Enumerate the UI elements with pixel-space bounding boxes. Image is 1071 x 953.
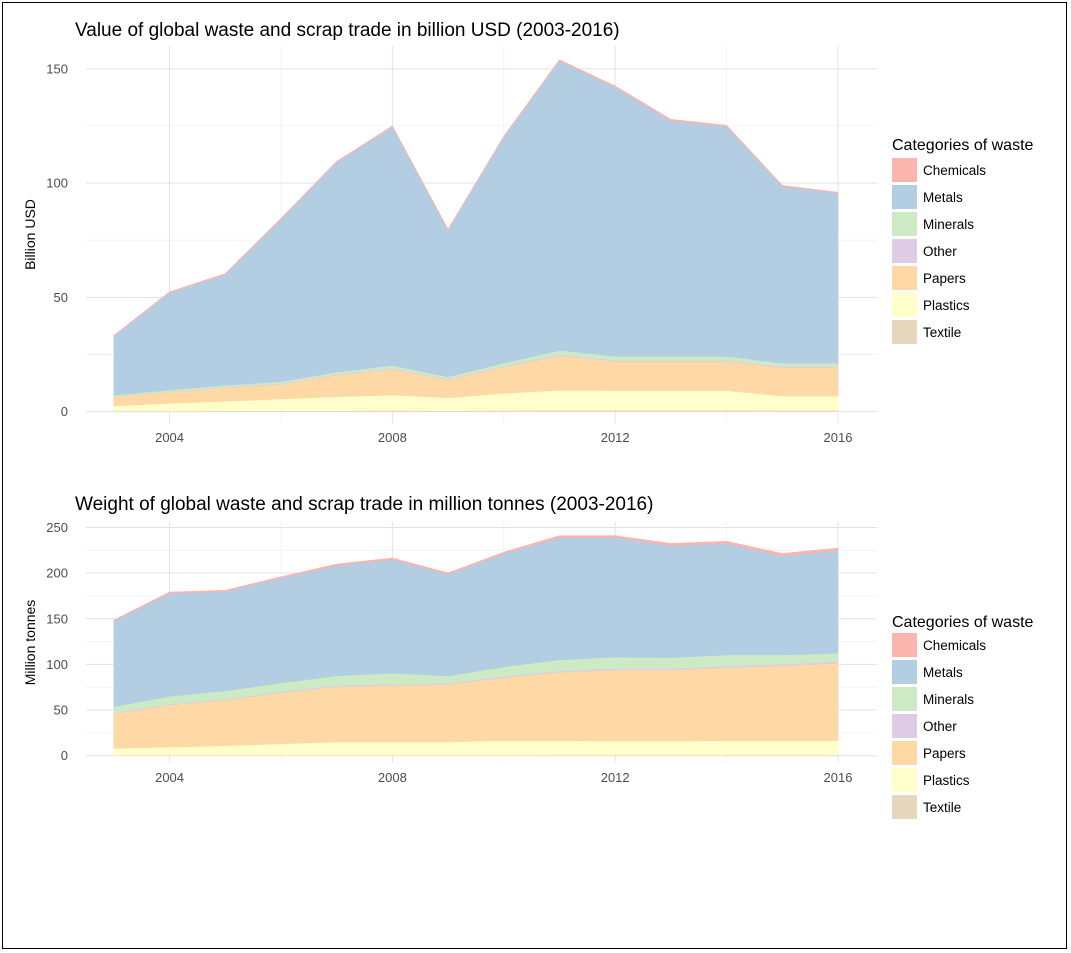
area-metals [113, 60, 839, 396]
legend-label-plastics: Plastics [923, 298, 970, 313]
legend-label-other: Other [923, 719, 957, 734]
chart-title: Value of global waste and scrap trade in… [75, 20, 620, 41]
legend-swatch-metals [892, 185, 917, 209]
y-tick-label: 0 [61, 404, 68, 419]
legend-label-metals: Metals [923, 665, 963, 680]
legend-label-papers: Papers [923, 271, 966, 286]
legend-label-chemicals: Chemicals [923, 638, 986, 653]
y-axis-label: Billion USD [22, 199, 38, 270]
legend-swatch-plastics [892, 293, 917, 317]
x-tick-label: 2016 [824, 770, 853, 785]
legend-title: Categories of waste [892, 614, 1034, 631]
legend: Categories of waste Chemicals Metals Minera… [892, 614, 1034, 819]
legend-swatch-minerals [892, 212, 917, 236]
y-tick-label: 100 [46, 657, 68, 672]
legend-label-metals: Metals [923, 190, 963, 205]
value-chart: Value of global waste and scrap trade in… [22, 20, 1034, 445]
y-tick-label: 100 [46, 176, 68, 191]
legend-label-other: Other [923, 244, 957, 259]
legend-swatch-other [892, 714, 917, 738]
x-tick-label: 2012 [601, 430, 630, 445]
y-tick-label: 200 [46, 566, 68, 581]
y-tick-label: 150 [46, 611, 68, 626]
legend-swatch-papers [892, 266, 917, 290]
legend-label-papers: Papers [923, 746, 966, 761]
x-tick-label: 2008 [378, 770, 407, 785]
y-axis-label: Million tonnes [22, 600, 38, 686]
legend-label-textile: Textile [923, 325, 961, 340]
legend-swatch-chemicals [892, 633, 917, 657]
legend-label-textile: Textile [923, 800, 961, 815]
x-tick-label: 2004 [155, 770, 184, 785]
legend-label-minerals: Minerals [923, 217, 974, 232]
area-chemicals [113, 59, 839, 337]
legend-swatch-plastics [892, 768, 917, 792]
legend-swatch-minerals [892, 687, 917, 711]
legend-title: Categories of waste [892, 137, 1034, 154]
legend-swatch-textile [892, 795, 917, 819]
y-tick-label: 50 [54, 703, 68, 718]
x-tick-label: 2016 [824, 430, 853, 445]
legend-swatch-other [892, 239, 917, 263]
x-tick-label: 2008 [378, 430, 407, 445]
legend-swatch-papers [892, 741, 917, 765]
weight-chart: Weight of global waste and scrap trade i… [22, 494, 1034, 819]
area-chemicals [113, 535, 839, 622]
legend-swatch-textile [892, 320, 917, 344]
y-tick-label: 150 [46, 61, 68, 76]
legend-label-minerals: Minerals [923, 692, 974, 707]
chart-title: Weight of global waste and scrap trade i… [75, 494, 653, 515]
y-tick-label: 50 [54, 290, 68, 305]
legend-label-chemicals: Chemicals [923, 163, 986, 178]
legend: Categories of waste Chemicals Metals Minera… [892, 137, 1034, 344]
x-tick-label: 2004 [155, 430, 184, 445]
legend-swatch-chemicals [892, 158, 917, 182]
legend-label-plastics: Plastics [923, 773, 970, 788]
y-tick-label: 0 [61, 748, 68, 763]
x-tick-label: 2012 [601, 770, 630, 785]
legend-swatch-metals [892, 660, 917, 684]
y-tick-label: 250 [46, 520, 68, 535]
